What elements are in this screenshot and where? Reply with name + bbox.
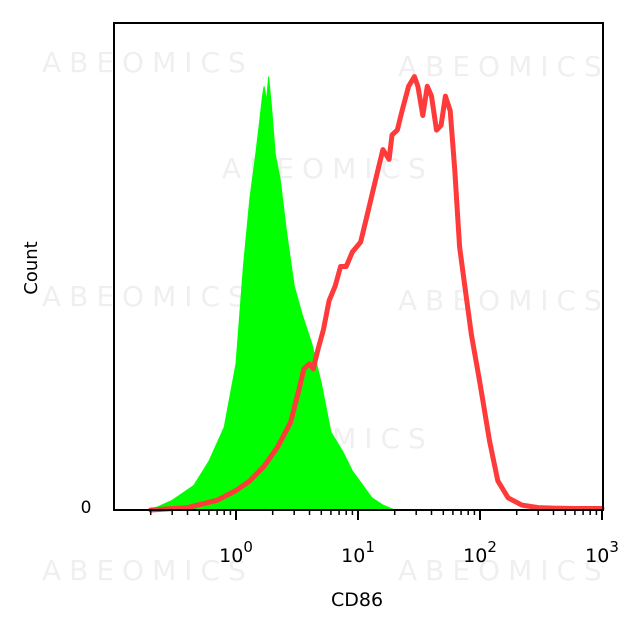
watermark: ABEOMICS bbox=[42, 554, 254, 587]
x-tick-label: 102 bbox=[463, 538, 497, 567]
y-axis-label: Count bbox=[21, 241, 42, 294]
watermark: ABEOMICS bbox=[42, 46, 254, 79]
x-axis-label: CD86 bbox=[331, 589, 383, 611]
y-tick-label-zero: 0 bbox=[81, 498, 92, 518]
watermark-layer: ABEOMICS ABEOMICS ABEOMICS ABEOMICS ABEO… bbox=[42, 46, 610, 587]
isotype-control-histogram bbox=[150, 76, 395, 511]
x-axis-ticks: 100 101 102 103 bbox=[149, 510, 619, 567]
cd86-stained-histogram bbox=[148, 74, 605, 513]
watermark: ABEOMICS bbox=[398, 284, 610, 317]
x-tick-label: 103 bbox=[585, 538, 619, 567]
watermark: ABEOMICS bbox=[42, 280, 254, 313]
x-tick-label: 101 bbox=[341, 538, 375, 567]
watermark: ABEOMICS bbox=[398, 50, 610, 83]
series-layer bbox=[148, 74, 605, 513]
x-tick-label: 100 bbox=[219, 538, 253, 567]
watermark: ABEOMICS bbox=[398, 554, 610, 587]
